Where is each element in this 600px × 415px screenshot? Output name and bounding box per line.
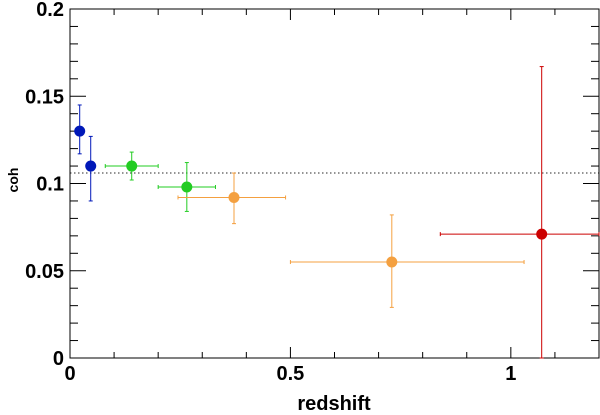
data-point-2 [85, 135, 97, 202]
point-marker [386, 256, 398, 268]
axis-ticks [69, 8, 600, 359]
data-point-4 [157, 162, 216, 212]
data-point-3 [104, 151, 159, 181]
y-tick-label: 0.15 [25, 86, 64, 108]
y-tick-label: 0.2 [36, 0, 64, 21]
point-marker [228, 191, 240, 203]
x-tick-label: 0.5 [277, 363, 305, 385]
x-axis-title: redshift [297, 393, 371, 415]
data-point-5 [177, 172, 287, 225]
x-tick-label: 1 [505, 363, 516, 385]
plot-frame [69, 8, 600, 359]
plot-border [69, 8, 600, 359]
point-marker [181, 181, 193, 193]
point-marker [536, 228, 548, 240]
data-point-6 [289, 214, 525, 308]
point-marker [126, 160, 138, 172]
y-tick-label: 0.1 [36, 174, 64, 196]
data-points [74, 66, 600, 359]
data-point-7 [439, 66, 600, 359]
point-marker [74, 125, 86, 137]
y-tick-label: 0 [53, 348, 64, 370]
y-axis-title: coh [5, 168, 21, 193]
data-point-1 [74, 104, 86, 155]
x-tick-label: 0 [64, 363, 75, 385]
axis-tick-labels: 0 0.5 1 0 0.05 0.1 0.15 0.2 [25, 0, 516, 385]
y-tick-label: 0.05 [25, 261, 64, 283]
point-marker [85, 160, 97, 172]
